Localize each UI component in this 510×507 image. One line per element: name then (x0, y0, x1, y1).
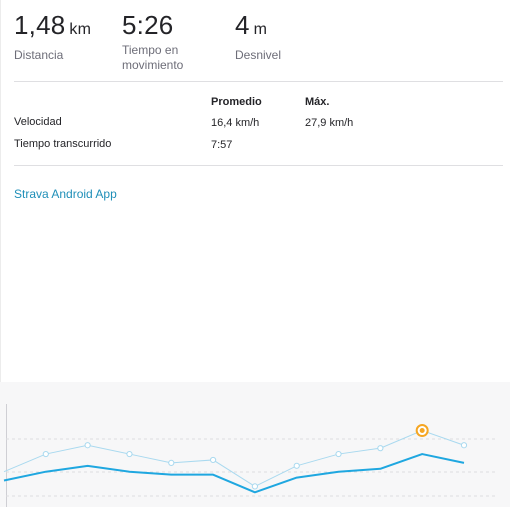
header-average: Promedio (211, 96, 262, 108)
elevation-value: 4 (235, 10, 250, 40)
elevation-chart[interactable] (0, 382, 510, 507)
data-point (42, 450, 49, 458)
elapsed-time-average: 7:57 (211, 139, 233, 151)
moving-time-value: 5:26 (122, 10, 174, 40)
data-point (377, 445, 384, 452)
row-label-elapsed-time: Tiempo transcurrido (14, 138, 112, 150)
data-point (209, 456, 217, 464)
divider-top (14, 81, 503, 82)
data-point (460, 442, 468, 449)
distance-unit: km (69, 21, 92, 38)
distance-value: 1,48 (14, 10, 66, 40)
stat-moving-time: 5:26 Tiempo en movimiento (122, 10, 183, 73)
moving-time-label: Tiempo en movimiento (122, 43, 184, 72)
left-border (0, 0, 1, 382)
elevation-label: Desnivel (235, 48, 282, 62)
series-line-bold (3, 453, 465, 494)
chart-panel[interactable] (0, 382, 510, 507)
strava-app-link[interactable]: Strava Android App (14, 187, 117, 201)
data-point (84, 442, 91, 449)
data-point (168, 459, 175, 466)
speed-max: 27,9 km/h (305, 117, 354, 129)
data-point (335, 450, 342, 458)
stat-value: 5:26 (122, 10, 183, 40)
stat-distance: 1,48 km Distancia (14, 10, 91, 63)
row-label-speed: Velocidad (14, 116, 62, 128)
data-point (251, 483, 259, 490)
header-max: Máx. (305, 96, 330, 108)
series-line-light (3, 429, 465, 487)
divider-bottom (14, 165, 503, 166)
distance-label: Distancia (14, 48, 64, 62)
elevation-unit: m (253, 21, 268, 38)
stat-value: 1,48 km (14, 10, 91, 45)
speed-average: 16,4 km/h (211, 117, 260, 129)
data-point (126, 450, 133, 458)
highlight-point-dot (419, 428, 425, 434)
data-point (293, 462, 300, 469)
